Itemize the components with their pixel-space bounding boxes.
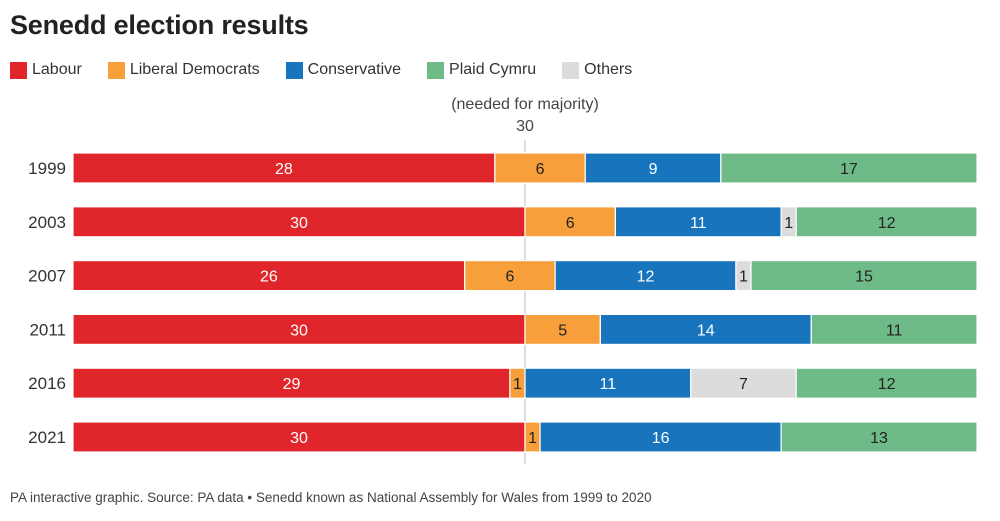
legend-label: Conservative — [307, 61, 402, 78]
bar-liberal-democrats — [494, 152, 586, 184]
legend-item-labour: Labour — [10, 61, 82, 79]
data-label: 30 — [290, 430, 308, 447]
data-label: 9 — [649, 161, 658, 178]
legend-label: Plaid Cymru — [449, 61, 537, 78]
data-label: 11 — [690, 215, 707, 232]
majority-label: (needed for majority) — [451, 96, 599, 113]
data-label: 1 — [513, 376, 522, 393]
bar-conservative — [599, 313, 812, 345]
bar-liberal-democrats — [464, 260, 556, 292]
data-label: 6 — [536, 161, 545, 178]
legend-swatch — [427, 61, 445, 79]
data-label: 17 — [840, 161, 858, 178]
y-tick-label: 2016 — [28, 374, 66, 393]
legend-item-others: Others — [562, 61, 632, 79]
data-label: 1 — [739, 269, 748, 286]
legend-swatch — [107, 61, 125, 79]
bar-labour — [72, 152, 496, 184]
legend-swatch — [562, 61, 580, 79]
majority-value-label: 30 — [516, 118, 534, 135]
bar-labour — [72, 260, 466, 292]
data-label: 1 — [528, 430, 537, 447]
y-tick-label: 2007 — [28, 267, 66, 286]
data-label: 12 — [878, 376, 896, 393]
data-label: 6 — [566, 215, 575, 232]
legend-swatch — [10, 61, 27, 79]
bar-conservative — [539, 421, 782, 453]
data-label: 28 — [275, 161, 293, 178]
legend-label: Others — [584, 61, 633, 78]
data-label: 30 — [290, 322, 308, 339]
data-label: 5 — [558, 322, 567, 339]
data-label: 1 — [784, 215, 793, 232]
bar-plaid-cymru — [810, 313, 978, 345]
legend-item-conservative: Conservative — [285, 61, 402, 79]
legend: Labour Liberal Democrats Conservative Plaid… — [10, 58, 658, 82]
bar-plaid-cymru — [795, 367, 978, 399]
data-label: 30 — [290, 215, 308, 232]
data-label: 13 — [870, 430, 888, 447]
legend-label: Labour — [32, 61, 82, 78]
data-label: 6 — [505, 269, 514, 286]
bar-conservative — [614, 206, 782, 238]
bar-labour — [72, 367, 511, 399]
bar-plaid-cymru — [750, 260, 978, 292]
legend-item-liberal-democrats: Liberal Democrats — [107, 61, 260, 79]
y-tick-label: 2021 — [28, 428, 66, 447]
bar-plaid-cymru — [780, 421, 978, 453]
data-label: 29 — [283, 376, 301, 393]
bar-labour — [72, 206, 526, 238]
bar-conservative — [524, 367, 692, 399]
data-label: 14 — [697, 322, 715, 339]
bar-plaid-cymru — [795, 206, 978, 238]
bar-labour — [72, 421, 526, 453]
data-label: 12 — [637, 269, 655, 286]
legend-item-plaid-cymru: Plaid Cymru — [427, 61, 536, 79]
data-label: 16 — [652, 430, 670, 447]
bar-conservative — [584, 152, 722, 184]
data-label: 7 — [739, 376, 748, 393]
bar-liberal-democrats — [524, 313, 601, 345]
source-note: PA interactive graphic. Source: PA data … — [10, 490, 652, 505]
data-label: 26 — [260, 269, 278, 286]
data-label: 15 — [855, 269, 873, 286]
data-label: 11 — [886, 322, 903, 339]
y-tick-label: 2011 — [29, 320, 66, 339]
bar-others — [690, 367, 797, 399]
bar-conservative — [554, 260, 737, 292]
chart-title: Senedd election results — [10, 10, 309, 40]
legend-swatch — [285, 61, 303, 79]
data-label: 12 — [878, 215, 896, 232]
bar-plaid-cymru — [720, 152, 978, 184]
y-tick-label: 1999 — [28, 159, 66, 178]
bar-labour — [72, 313, 526, 345]
legend-label: Liberal Democrats — [129, 61, 260, 78]
y-tick-label: 2003 — [28, 213, 66, 232]
data-label: 11 — [600, 376, 617, 393]
